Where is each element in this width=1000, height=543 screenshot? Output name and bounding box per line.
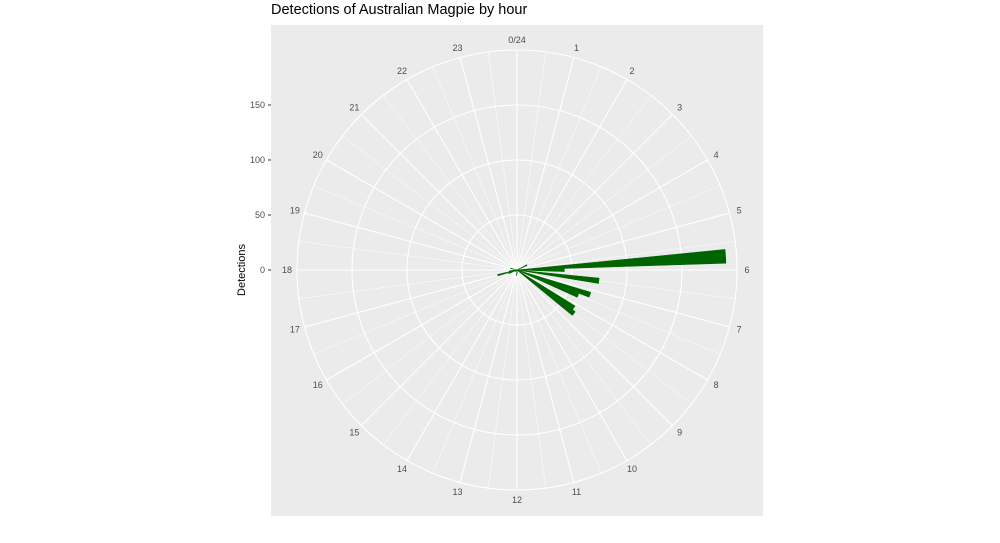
detection-bar: [516, 269, 600, 284]
detection-bar: [516, 269, 576, 316]
circular-gridline: [351, 104, 683, 436]
detection-bar: [508, 269, 518, 275]
hour-label: 2: [629, 66, 634, 76]
detection-bar: [516, 264, 528, 271]
y-tick-label: 150: [250, 100, 265, 110]
detection-bar: [516, 268, 565, 272]
detection-bar: [516, 249, 727, 271]
y-tick-label: 50: [255, 210, 265, 220]
detection-bar: [516, 269, 592, 298]
grid-layer: [296, 49, 738, 491]
hour-label: 8: [714, 380, 719, 390]
hour-label: 0/24: [508, 35, 526, 45]
circular-gridline: [461, 214, 573, 326]
detection-bar: [509, 269, 518, 272]
hour-label: 23: [452, 43, 462, 53]
hour-label: 1: [574, 43, 579, 53]
hour-label: 4: [714, 150, 719, 160]
hour-label: 3: [677, 102, 682, 112]
hour-label: 6: [744, 265, 749, 275]
hour-label: 21: [349, 102, 359, 112]
hour-label-layer: 0/24123456789101112131415161718192021222…: [282, 35, 750, 505]
hour-label: 15: [349, 428, 359, 438]
detection-bar: [510, 267, 518, 271]
y-axis-ticks: 0 50 100 150: [250, 100, 271, 275]
y-tick-label: 0: [260, 265, 265, 275]
hour-label: 12: [512, 495, 522, 505]
hour-label: 17: [290, 325, 300, 335]
hour-label: 22: [397, 66, 407, 76]
detection-bar: [515, 269, 518, 273]
chart-title: Detections of Australian Magpie by hour: [271, 2, 528, 18]
hour-label: 5: [737, 205, 742, 215]
detection-bar: [497, 269, 518, 277]
hour-label: 20: [313, 150, 323, 160]
circular-gridline: [296, 49, 738, 491]
y-axis-label: Detections: [236, 244, 248, 296]
hour-label: 13: [452, 487, 462, 497]
hour-label: 11: [572, 487, 581, 497]
hour-label: 7: [737, 325, 742, 335]
y-tick-label: 100: [250, 155, 265, 165]
bar-layer: [497, 249, 727, 316]
hour-label: 10: [627, 464, 637, 474]
hour-label: 19: [290, 205, 300, 215]
circular-gridline: [406, 159, 628, 381]
detection-bar: [516, 269, 518, 276]
hour-label: 9: [677, 428, 682, 438]
hour-label: 16: [313, 380, 323, 390]
hour-label: 14: [397, 464, 407, 474]
hour-label: 18: [282, 265, 292, 275]
